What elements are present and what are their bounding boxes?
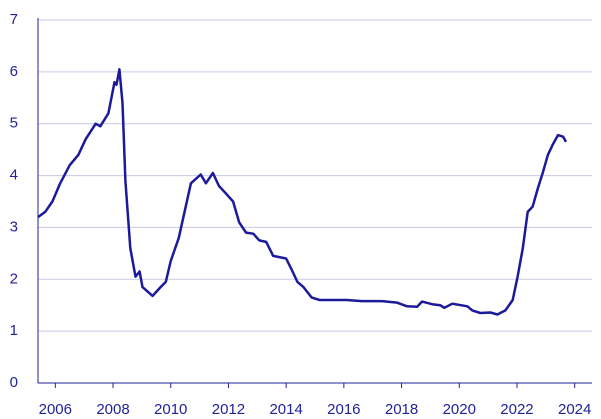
y-tick-label: 3 <box>10 218 18 235</box>
y-tick-label: 4 <box>10 167 18 184</box>
y-tick-label: 5 <box>10 115 18 132</box>
x-tick-label: 2008 <box>96 401 129 418</box>
x-tick-label: 2006 <box>39 401 72 418</box>
x-tick-label: 2014 <box>269 401 302 418</box>
x-tick-label: 2016 <box>327 401 360 418</box>
x-tick-label: 2012 <box>212 401 245 418</box>
y-tick-label: 1 <box>10 322 18 339</box>
y-tick-label: 6 <box>10 63 18 80</box>
x-tick-label: 2022 <box>500 401 533 418</box>
y-tick-label: 0 <box>10 374 18 391</box>
x-tick-label: 2020 <box>443 401 476 418</box>
x-tick-label: 2010 <box>154 401 187 418</box>
x-tick-label: 2024 <box>558 401 591 418</box>
line <box>37 68 568 316</box>
x-tick-label: 2018 <box>385 401 418 418</box>
y-tick-label: 7 <box>10 11 18 28</box>
y-tick-label: 2 <box>10 270 18 287</box>
